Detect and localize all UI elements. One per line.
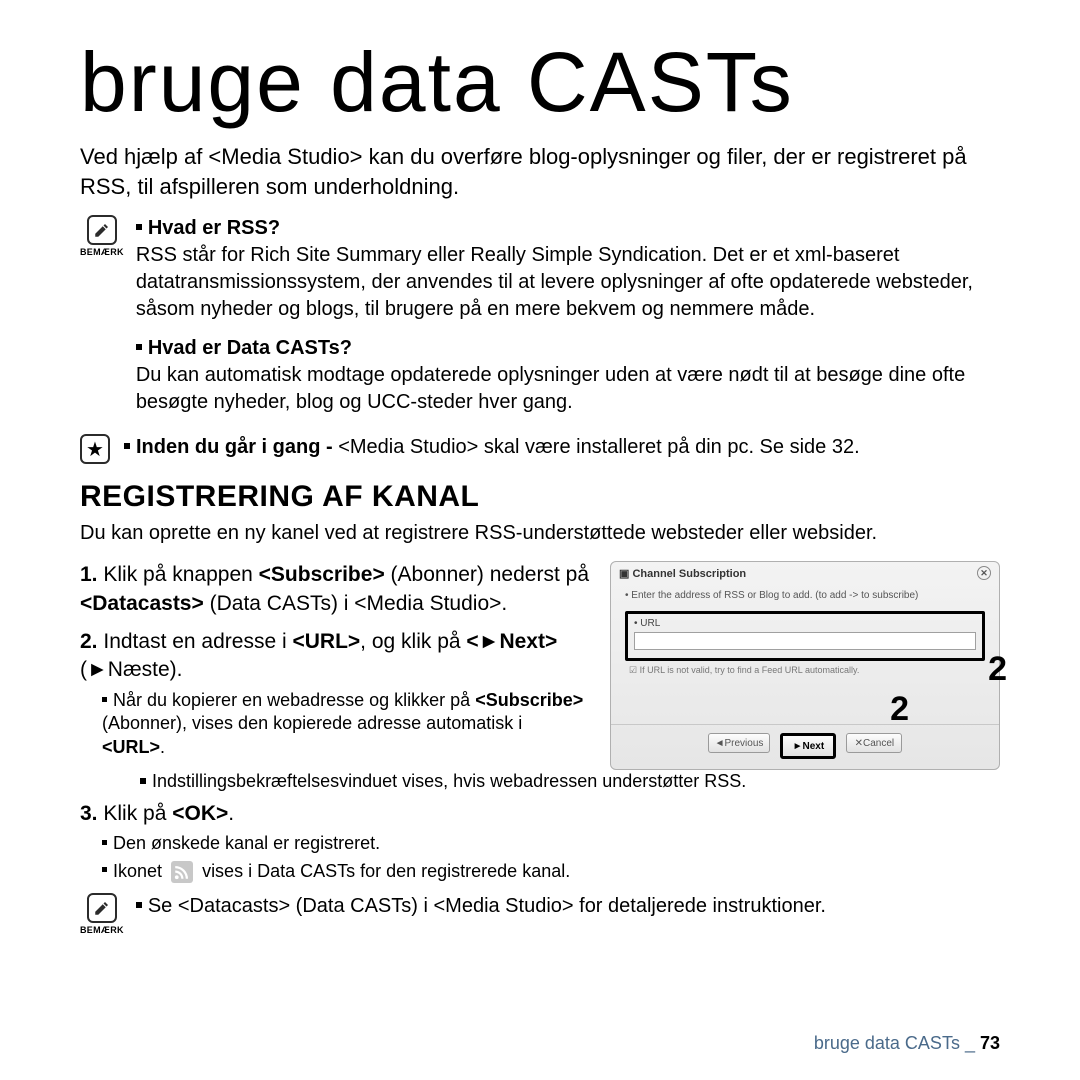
bullet-icon: [124, 443, 130, 449]
step-2-num: 2.: [80, 630, 103, 653]
s3s2a: Ikonet: [113, 861, 167, 881]
url-label: • URL: [634, 618, 976, 629]
step-1-a: Klik på knappen: [103, 563, 258, 586]
channel-subscription-dialog: ▣ Channel Subscription ✕ • Enter the add…: [610, 561, 1000, 770]
note-icon-wrapper-2: BEMÆRK: [80, 893, 124, 935]
step-1: 1. Klik på knappen <Subscribe> (Abonner)…: [80, 561, 590, 618]
step-1-c: (Data CASTs) i <Media Studio>.: [204, 592, 507, 615]
footer-page-number: 73: [980, 1033, 1000, 1053]
before-text: <Media Studio> skal være installeret på …: [338, 436, 859, 458]
step-2-b1: <URL>: [292, 630, 360, 653]
note-block-rss: BEMÆRK Hvad er RSS? RSS står for Rich Si…: [80, 215, 1000, 428]
section-heading: REGISTRERING AF KANAL: [80, 480, 1000, 514]
page-footer: bruge data CASTs _ 73: [814, 1033, 1000, 1054]
bullet-icon: [140, 778, 146, 784]
s3s2b: vises i Data CASTs for den registrerede …: [202, 861, 570, 881]
star-icon: ★: [80, 434, 110, 464]
s2s2: Indstillingsbekræftelsesvinduet vises, h…: [152, 771, 746, 791]
step-3-sub2: Ikonet vises i Data CASTs for den regist…: [102, 860, 1000, 883]
note-label-2: BEMÆRK: [80, 925, 124, 935]
bottom-note-body: Se <Datacasts> (Data CASTs) i <Media Stu…: [136, 893, 1000, 920]
before-label: Inden du går i gang -: [136, 436, 338, 458]
step-1-b: (Abonner) nederst på: [385, 563, 589, 586]
step-1-b2: <Datacasts>: [80, 592, 204, 615]
url-autonote: ☑ If URL is not valid, try to find a Fee…: [625, 665, 985, 676]
step-2-sub1: Når du kopierer en webadresse og klikker…: [102, 689, 590, 759]
datacasts-body: Du kan automatisk modtage opdaterede opl…: [136, 362, 1000, 416]
step-2-sub2: Indstillingsbekræftelsesvinduet vises, h…: [140, 770, 1000, 793]
bullet-icon: [136, 224, 142, 230]
dialog-close-button[interactable]: ✕: [977, 566, 991, 580]
intro-text: Ved hjælp af <Media Studio> kan du overf…: [80, 142, 1000, 201]
step-2-b2: <►Next>: [466, 630, 557, 653]
bottom-note-block: BEMÆRK Se <Datacasts> (Data CASTs) i <Me…: [80, 893, 1000, 935]
datacasts-heading: Hvad er Data CASTs?: [148, 337, 352, 359]
step-1-b1: <Subscribe>: [259, 563, 385, 586]
note-icon: [87, 215, 117, 245]
bullet-icon: [102, 840, 107, 845]
bullet-icon: [136, 344, 142, 350]
step-2: 2. Indtast en adresse i <URL>, og klik p…: [80, 628, 590, 759]
bullet-icon: [136, 902, 142, 908]
callout-2-top: 2: [988, 650, 1007, 689]
step-2-a: Indtast en adresse i: [103, 630, 292, 653]
manual-page: bruge data CASTs Ved hjælp af <Media Stu…: [0, 0, 1080, 1080]
step-columns: 1. Klik på knappen <Subscribe> (Abonner)…: [80, 561, 1000, 770]
rss-body: RSS står for Rich Site Summary eller Rea…: [136, 242, 1000, 323]
step-3-sub1: Den ønskede kanal er registreret.: [102, 832, 1000, 855]
note-body: Hvad er RSS? RSS står for Rich Site Summ…: [136, 215, 1000, 428]
step-3-b1: <OK>: [172, 802, 228, 825]
dialog-hint: • Enter the address of RSS or Blog to ad…: [625, 590, 985, 601]
rss-feed-icon: [171, 861, 193, 883]
star-icon-wrapper: ★: [80, 434, 112, 464]
pencil-icon: [93, 221, 111, 239]
pencil-icon: [93, 899, 111, 917]
before-body: Inden du går i gang - <Media Studio> ska…: [124, 434, 1000, 461]
note-icon-wrapper: BEMÆRK: [80, 215, 124, 257]
note-icon-2: [87, 893, 117, 923]
s2s1b: <Subscribe>: [475, 690, 583, 710]
url-input[interactable]: [634, 632, 976, 650]
s3s1: Den ønskede kanal er registreret.: [113, 833, 380, 853]
dialog-button-row: ◄Previous ►Next ✕Cancel: [611, 724, 999, 769]
step-2-b: , og klik på: [360, 630, 466, 653]
s2s1d: <URL>: [102, 737, 160, 757]
cancel-button[interactable]: ✕Cancel: [846, 733, 902, 753]
step-3-b: .: [228, 802, 234, 825]
step-2-c: (►Næste).: [80, 658, 182, 681]
next-button[interactable]: ►Next: [780, 733, 836, 759]
s2s1e: .: [160, 737, 165, 757]
url-group-highlight: • URL: [625, 611, 985, 661]
page-title: bruge data CASTs: [80, 40, 1000, 124]
step-3-a: Klik på: [103, 802, 172, 825]
s2s1a: Når du kopierer en webadresse og klikker…: [113, 690, 475, 710]
bullet-icon: [102, 697, 107, 702]
step-3-num: 3.: [80, 802, 103, 825]
bottom-note-text: Se <Datacasts> (Data CASTs) i <Media Stu…: [148, 895, 826, 917]
dialog-body: • Enter the address of RSS or Blog to ad…: [611, 584, 999, 686]
section-intro: Du kan oprette en ny kanel ved at regist…: [80, 520, 1000, 547]
previous-button[interactable]: ◄Previous: [708, 733, 771, 753]
note-label: BEMÆRK: [80, 247, 124, 257]
before-start-row: ★ Inden du går i gang - <Media Studio> s…: [80, 434, 1000, 464]
dialog-titlebar: ▣ Channel Subscription ✕: [611, 562, 999, 584]
step-3: 3. Klik på <OK>. Den ønskede kanal er re…: [80, 800, 1000, 883]
dialog-title-text: ▣ Channel Subscription: [619, 567, 746, 580]
callout-2-bottom: 2: [890, 690, 909, 729]
bullet-icon: [102, 867, 107, 872]
footer-text: bruge data CASTs _: [814, 1033, 980, 1053]
rss-heading: Hvad er RSS?: [148, 217, 280, 239]
step-1-num: 1.: [80, 563, 103, 586]
s2s1c: (Abonner), vises den kopierede adresse a…: [102, 713, 522, 733]
steps-column: 1. Klik på knappen <Subscribe> (Abonner)…: [80, 561, 590, 769]
